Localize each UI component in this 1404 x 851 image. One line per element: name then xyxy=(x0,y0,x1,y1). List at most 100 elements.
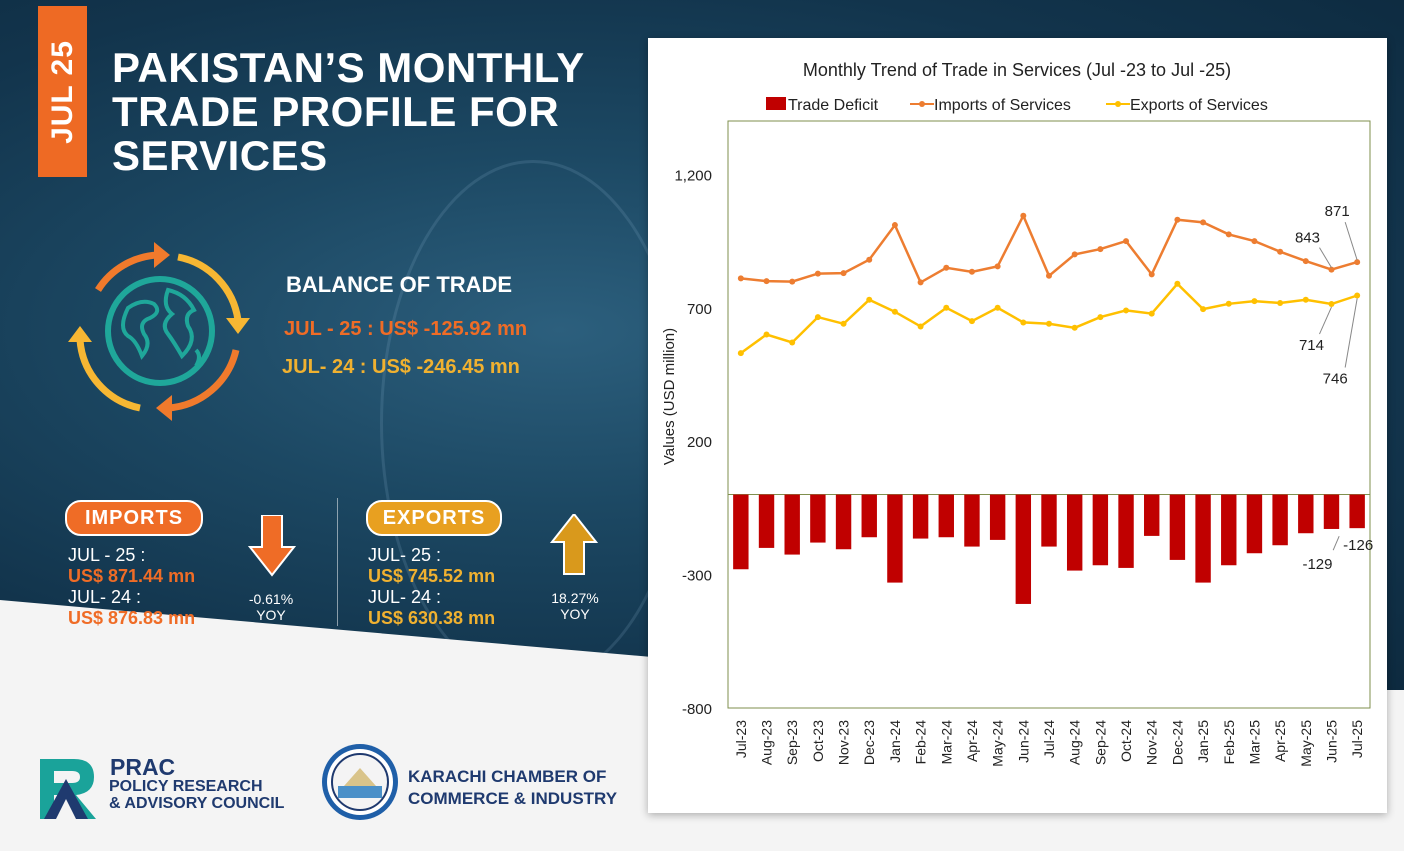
point-imports xyxy=(1148,271,1155,278)
imports-block: JUL - 25 : US$ 871.44 mn JUL- 24 : US$ 8… xyxy=(68,545,195,629)
bar-trade-deficit xyxy=(1041,494,1057,547)
x-tick-label: Mar-24 xyxy=(938,720,954,765)
point-exports xyxy=(1174,280,1181,287)
kcci-name: KARACHI CHAMBER OF COMMERCE & INDUSTRY xyxy=(408,766,617,810)
imports-jul24-label: JUL- 24 : xyxy=(68,587,142,607)
prac-logo-icon xyxy=(40,759,96,819)
legend-label-imports: Imports of Services xyxy=(934,97,1071,114)
exports-block: JUL- 25 : US$ 745.52 mn JUL- 24 : US$ 63… xyxy=(368,545,495,629)
point-exports xyxy=(1020,319,1027,326)
prac-line-2: & ADVISORY COUNCIL xyxy=(109,795,285,812)
label-imports-jun25: 843 xyxy=(1295,230,1320,247)
x-tick-label: Aug-23 xyxy=(759,720,775,765)
legend-marker-exports xyxy=(1115,101,1121,107)
bar-trade-deficit xyxy=(938,494,954,538)
bar-trade-deficit xyxy=(810,494,826,543)
point-exports xyxy=(891,308,898,315)
point-imports xyxy=(1225,231,1232,238)
leader-exports-jul25 xyxy=(1344,298,1358,368)
x-tick-label: Jan-24 xyxy=(887,720,903,763)
bar-trade-deficit xyxy=(784,494,800,555)
balance-title: BALANCE OF TRADE xyxy=(286,272,513,297)
point-exports xyxy=(1225,300,1232,307)
point-exports xyxy=(789,339,796,346)
point-exports xyxy=(1302,296,1309,303)
page-title: PAKISTAN’S MONTHLY TRADE PROFILE FOR SER… xyxy=(112,46,632,178)
month-tag: JUL 25 xyxy=(38,6,87,177)
label-exports-jun25: 714 xyxy=(1299,337,1324,354)
point-imports xyxy=(1020,212,1027,219)
point-exports xyxy=(1277,299,1284,306)
bar-trade-deficit xyxy=(887,494,903,583)
point-exports xyxy=(917,323,924,330)
exports-jul24-value: US$ 630.38 mn xyxy=(368,608,496,628)
point-imports xyxy=(737,275,744,282)
label-imports-jul25: 871 xyxy=(1325,203,1350,220)
point-imports xyxy=(1354,259,1361,266)
bar-trade-deficit xyxy=(1118,494,1134,568)
bar-trade-deficit xyxy=(1221,494,1237,566)
title-line-1: PAKISTAN’S MONTHLY xyxy=(112,44,585,91)
bar-trade-deficit xyxy=(1246,494,1263,554)
exports-jul25-label: JUL- 25 : xyxy=(368,545,442,565)
imports-jul25-value: US$ 871.44 mn xyxy=(68,566,196,586)
point-imports xyxy=(943,264,950,271)
point-exports xyxy=(994,304,1001,311)
y-tick-label: 1,200 xyxy=(674,167,712,184)
x-tick-label: Feb-24 xyxy=(913,720,929,765)
kcci-seal-icon xyxy=(322,744,398,820)
point-imports xyxy=(968,268,975,275)
x-tick-label: Oct-23 xyxy=(810,720,826,762)
x-tick-label: Jul-24 xyxy=(1041,720,1057,758)
imports-yoy: -0.61% YOY xyxy=(232,591,310,623)
legend-marker-imports xyxy=(919,101,925,107)
x-tick-label: Jun-25 xyxy=(1323,720,1339,763)
bar-trade-deficit xyxy=(1298,494,1314,534)
point-imports xyxy=(763,278,770,285)
prac-line-1: POLICY RESEARCH xyxy=(109,778,263,795)
x-tick-label: Jan-25 xyxy=(1195,720,1211,763)
leader-exports-jun25 xyxy=(1319,306,1332,335)
bar-trade-deficit xyxy=(989,494,1006,540)
point-exports xyxy=(1071,324,1078,331)
trade-chart: Monthly Trend of Trade in Services (Jul … xyxy=(661,60,1373,767)
bar-trade-deficit xyxy=(1349,494,1365,529)
bar-trade-deficit xyxy=(1092,494,1109,566)
bar-trade-deficit xyxy=(758,494,775,548)
y-axis-label: Values (USD million) xyxy=(661,328,678,465)
x-tick-label: Jun-24 xyxy=(1015,720,1031,763)
point-imports xyxy=(1302,258,1309,265)
point-imports xyxy=(917,279,924,286)
x-tick-label: Jul-25 xyxy=(1349,720,1365,758)
bar-trade-deficit xyxy=(1272,494,1288,546)
point-imports xyxy=(1277,248,1284,255)
x-tick-label: Nov-24 xyxy=(1144,720,1160,765)
point-exports xyxy=(866,296,873,303)
chart-card: Monthly Trend of Trade in Services (Jul … xyxy=(648,38,1387,813)
bar-trade-deficit xyxy=(1195,494,1211,583)
x-tick-label: Dec-24 xyxy=(1169,720,1185,765)
prac-name: PRAC xyxy=(110,754,176,780)
imports-jul24-value: US$ 876.83 mn xyxy=(68,608,196,628)
bar-trade-deficit xyxy=(964,494,980,547)
x-tick-label: May-24 xyxy=(990,720,1006,767)
y-tick-label: 700 xyxy=(687,301,712,318)
x-tick-label: Dec-23 xyxy=(861,720,877,765)
point-exports xyxy=(943,304,950,311)
label-exports-jul25: 746 xyxy=(1323,370,1348,387)
imports-jul25-label: JUL - 25 : xyxy=(68,545,146,565)
y-tick-label: -300 xyxy=(682,568,712,585)
point-imports xyxy=(1200,219,1207,226)
point-exports xyxy=(1200,306,1207,313)
point-exports xyxy=(1097,314,1104,321)
up-arrow-icon xyxy=(550,514,598,575)
leader-imports-jun25 xyxy=(1319,247,1332,268)
x-tick-label: Apr-24 xyxy=(964,720,980,762)
x-tick-label: Feb-25 xyxy=(1221,720,1237,765)
bar-trade-deficit xyxy=(733,494,749,570)
imports-yoy-pct: -0.61% xyxy=(248,591,294,607)
legend-label-exports: Exports of Services xyxy=(1130,97,1268,114)
leader-imports-jul25 xyxy=(1344,221,1358,261)
point-imports xyxy=(994,263,1001,270)
x-tick-label: Mar-25 xyxy=(1246,720,1262,765)
